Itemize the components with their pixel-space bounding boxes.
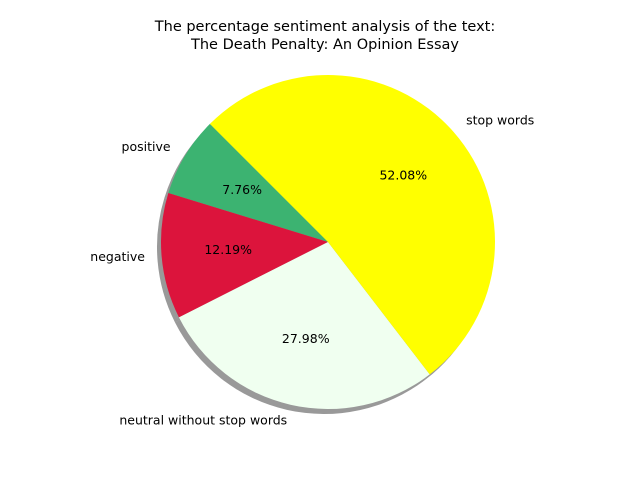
pie-slice-neutral-without-stop-words <box>178 242 430 410</box>
pie-percent-positive: 7.76% <box>222 182 262 197</box>
pie-label-positive: positive <box>122 139 171 154</box>
pie-labels: positive 7.76% negative 12.19% neutral witho… <box>90 112 534 427</box>
pie-label-stop-words: stop words <box>466 112 534 127</box>
pie-slice-negative <box>161 192 328 318</box>
pie-percent-neutral-without-stop-words: 27.98% <box>282 331 330 346</box>
pie-slice-stop-words <box>209 75 496 375</box>
pie-label-negative: negative <box>90 249 145 264</box>
pie-percent-negative: 12.19% <box>204 242 252 257</box>
chart-title-line-2: The Death Penalty: An Opinion Essay <box>190 37 459 53</box>
pie-label-neutral-without-stop-words: neutral without stop words <box>119 413 287 428</box>
pie-slices <box>161 75 496 410</box>
chart-title-line-1: The percentage sentiment analysis of the… <box>154 19 495 35</box>
pie-percent-stop-words: 52.08% <box>379 167 427 182</box>
pie-slice-positive <box>168 123 328 242</box>
